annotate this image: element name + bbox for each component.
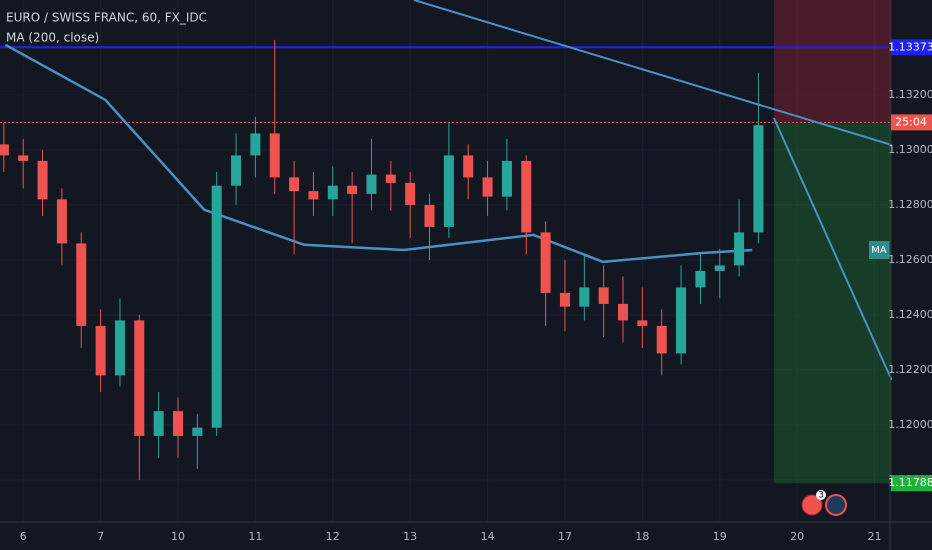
candle-body: [366, 174, 377, 194]
x-tick-label: 12: [326, 530, 340, 543]
candle-body: [637, 320, 648, 326]
x-tick-label: 19: [713, 530, 727, 543]
ma-label-bg: [869, 240, 890, 259]
y-tick-label: 1.12800: [888, 198, 932, 211]
chart-title: EURO / SWISS FRANC, 60, FX_IDC: [6, 11, 207, 25]
candle-body: [134, 320, 145, 436]
candle-body: [695, 270, 706, 288]
badge: 3: [818, 491, 824, 501]
x-tick-label: 20: [790, 530, 804, 543]
candle-body: [521, 160, 532, 233]
x-tick-label: 7: [97, 530, 104, 543]
x-tick-label: 21: [868, 530, 882, 543]
candle-body: [269, 133, 280, 178]
price-label: 1.13373: [888, 40, 932, 53]
candle-body: [540, 232, 551, 293]
stop-zone: [773, 0, 892, 123]
candle-body: [173, 411, 183, 436]
candle-body: [18, 155, 29, 161]
x-tick-label: 18: [635, 530, 649, 543]
candle-body: [95, 325, 106, 376]
candle-body: [734, 232, 745, 266]
x-tick-label: 11: [248, 530, 262, 543]
candle-body: [424, 204, 435, 227]
candle-body: [656, 325, 667, 354]
candle-body: [385, 174, 396, 183]
candle-body: [231, 155, 242, 186]
candle-body: [347, 185, 358, 194]
target-label: 1.11788: [888, 476, 932, 489]
badge-bg: [816, 490, 826, 500]
ma-label: MA: [871, 245, 887, 256]
trend-line: [773, 117, 893, 381]
candle-body: [579, 287, 590, 307]
moving-average: [4, 43, 753, 264]
plot-layer: MA: [0, 0, 893, 522]
candle-body: [56, 199, 67, 244]
price-label-bg: [891, 114, 932, 131]
price-label: 25:04: [895, 115, 927, 128]
x-tick-label: 6: [20, 530, 27, 543]
trend-line: [413, 0, 892, 146]
candle-body: [482, 177, 493, 197]
candle-body: [598, 287, 609, 304]
candle-body: [308, 191, 319, 200]
indicator-label: MA (200, close): [6, 31, 99, 45]
candle-body: [153, 411, 164, 436]
y-tick-label: 1.13200: [888, 88, 932, 101]
candle-body: [327, 185, 338, 200]
y-tick-label: 1.13000: [888, 143, 932, 156]
target-label-bg: [891, 475, 932, 492]
candle-body: [76, 243, 87, 326]
candle-body: [676, 287, 687, 354]
target-zone: [773, 122, 892, 484]
candle-body: [714, 265, 725, 271]
candle-body: [753, 125, 764, 233]
candle-body: [463, 155, 474, 178]
x-tick-label: 14: [481, 530, 495, 543]
candle-body: [114, 320, 125, 376]
candle-body: [211, 185, 222, 428]
candle-body: [250, 133, 261, 156]
candle-body: [0, 144, 9, 156]
y-tick-label: 1.12600: [888, 253, 932, 266]
event-icon[interactable]: [825, 494, 847, 516]
candle-body: [405, 182, 416, 205]
x-tick-label: 13: [403, 530, 417, 543]
candle-body: [501, 160, 512, 197]
candle-body: [443, 155, 454, 227]
y-tick-label: 1.12400: [888, 308, 932, 321]
candle-body: [559, 292, 570, 307]
candle-body: [618, 303, 628, 321]
y-tick-label: 1.12200: [888, 363, 932, 376]
x-tick-label: 10: [171, 530, 185, 543]
y-tick-label: 1.12000: [888, 418, 932, 431]
candle-body: [289, 177, 300, 192]
candle-body: [192, 427, 203, 436]
candle-body: [37, 160, 48, 200]
price-label-bg: [891, 39, 932, 56]
x-tick-label: 17: [558, 530, 572, 543]
event-icon[interactable]: [801, 494, 823, 516]
